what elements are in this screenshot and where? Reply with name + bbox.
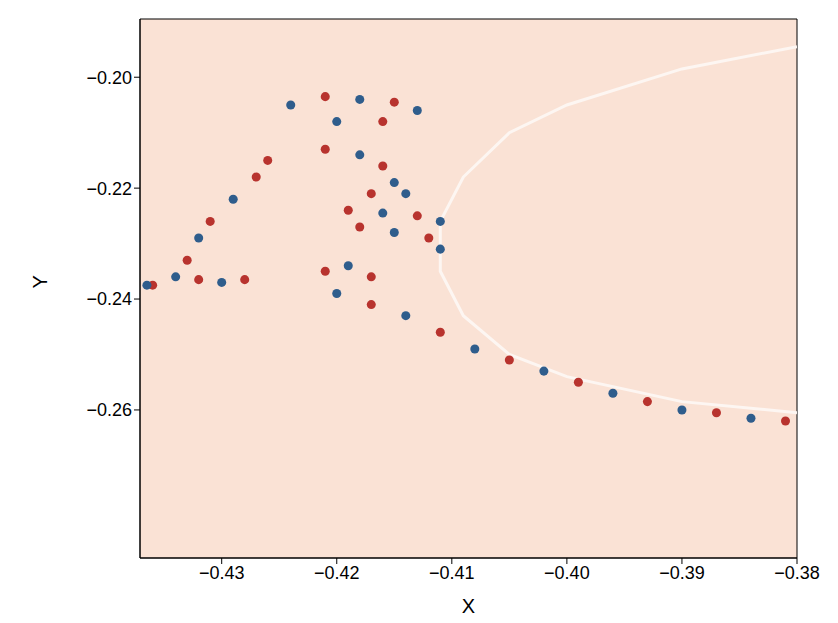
svg-text:−0.20: −0.20 [86,68,132,88]
svg-text:X: X [462,595,475,617]
svg-text:−0.24: −0.24 [86,289,132,309]
svg-text:−0.41: −0.41 [429,563,475,583]
svg-text:−0.38: −0.38 [774,563,820,583]
svg-text:−0.22: −0.22 [86,179,132,199]
svg-text:−0.26: −0.26 [86,400,132,420]
svg-text:−0.40: −0.40 [544,563,590,583]
svg-text:−0.42: −0.42 [314,563,360,583]
svg-text:−0.43: −0.43 [199,563,245,583]
svg-text:−0.39: −0.39 [659,563,705,583]
svg-text:Y: Y [29,275,51,288]
